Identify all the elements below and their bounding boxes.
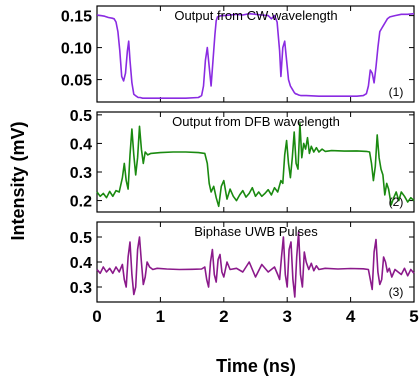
panel-1-series-line bbox=[96, 12, 415, 99]
panel-2-ytick-label: 0.3 bbox=[70, 165, 92, 182]
x-tick-label: 3 bbox=[282, 307, 291, 326]
x-tick-label: 4 bbox=[346, 307, 356, 326]
panel-1-ytick-label: 0.05 bbox=[61, 73, 92, 90]
x-tick-label: 0 bbox=[92, 307, 101, 326]
panel-2-ytick-label: 0.4 bbox=[70, 136, 92, 153]
panel-2-series-line bbox=[96, 122, 415, 208]
panel-3-ytick-label: 0.4 bbox=[70, 255, 92, 272]
panel-3-ytick-label: 0.3 bbox=[70, 280, 92, 297]
panel-1-title: Output from CW wavelength bbox=[174, 8, 337, 23]
panel-3-ytick-label: 0.5 bbox=[70, 230, 92, 247]
panel-1-frame bbox=[96, 5, 415, 103]
panel-2-index-label: (2) bbox=[389, 195, 404, 209]
panel-1-ytick-label: 0.10 bbox=[61, 41, 92, 58]
panel-3-index-label: (3) bbox=[389, 285, 404, 299]
panel-1-index-label: (1) bbox=[389, 85, 404, 99]
panel-2-frame bbox=[96, 111, 415, 213]
y-axis-title: Intensity (mV) bbox=[8, 121, 28, 240]
panel-2-ytick-label: 0.5 bbox=[70, 108, 92, 125]
panel-1-ytick-label: 0.15 bbox=[61, 9, 92, 26]
panel-3-title: Biphase UWB Pulses bbox=[194, 224, 318, 239]
x-axis-title: Time (ns) bbox=[216, 356, 296, 376]
x-tick-label: 5 bbox=[409, 307, 418, 326]
panel-3-series-line bbox=[96, 231, 415, 298]
panel-2-title: Output from DFB wavelength bbox=[172, 114, 340, 129]
x-tick-label: 2 bbox=[219, 307, 228, 326]
x-tick-label: 1 bbox=[156, 307, 165, 326]
panel-2-ytick-label: 0.2 bbox=[70, 194, 92, 211]
